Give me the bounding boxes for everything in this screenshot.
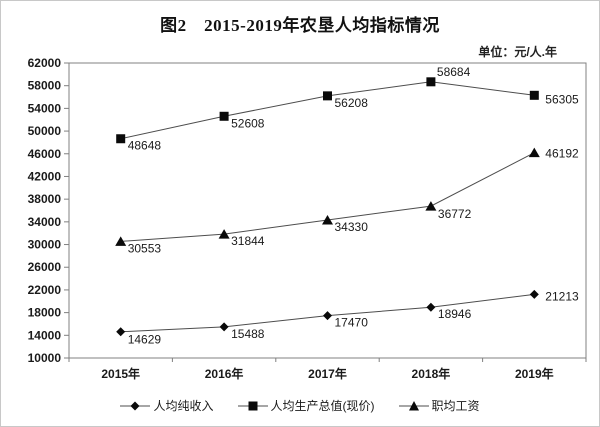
data-point-label: 21213 (545, 289, 579, 303)
legend-item-gdp: 人均生产总值(现价) (237, 397, 375, 414)
x-axis-label: 2018年 (412, 366, 451, 381)
unit-label: 单位：元/人.年 (478, 45, 557, 59)
data-point-label: 31844 (231, 234, 265, 248)
x-axis-label: 2016年 (205, 366, 244, 381)
y-axis-label: 54000 (28, 101, 62, 115)
y-axis-label: 46000 (28, 147, 62, 161)
data-point-diamond (529, 289, 539, 299)
data-point-square (323, 91, 332, 101)
data-point-label: 34330 (335, 220, 369, 234)
data-point-label: 46192 (545, 147, 579, 161)
data-point-triangle (322, 214, 333, 225)
y-axis-label: 42000 (28, 169, 62, 183)
data-point-label: 58684 (437, 65, 471, 79)
data-point-square (116, 134, 126, 144)
data-point-label: 52608 (231, 116, 265, 130)
y-axis-label: 50000 (28, 124, 62, 138)
y-axis-label: 22000 (28, 283, 62, 297)
x-axis-label: 2017年 (308, 366, 347, 381)
data-point-label: 56208 (335, 96, 369, 110)
data-point-diamond (426, 302, 436, 312)
x-axis-label: 2019年 (515, 366, 554, 381)
data-point-diamond (219, 322, 229, 332)
legend-item-wage: 职均工资 (398, 397, 480, 414)
data-point-label: 36772 (438, 207, 472, 221)
data-point-diamond (323, 311, 332, 321)
data-point-triangle (528, 147, 540, 158)
y-axis-label: 14000 (28, 328, 62, 342)
chart-title: 图2 2015-2019年农垦人均指标情况 (160, 16, 440, 35)
data-point-diamond (116, 327, 126, 337)
y-axis-label: 62000 (28, 56, 62, 70)
legend-label-net-income: 人均纯收入 (153, 399, 214, 413)
data-point-label: 18946 (438, 307, 472, 321)
legend-square-icon (237, 401, 268, 410)
data-point-label: 48648 (128, 139, 162, 153)
data-point-square (426, 77, 436, 87)
y-axis-label: 18000 (28, 306, 62, 320)
legend-item-net-income: 人均纯收入 (120, 397, 214, 414)
y-axis-label: 58000 (28, 79, 62, 93)
data-point-label: 15488 (231, 327, 265, 341)
y-axis-label: 26000 (28, 260, 62, 274)
plot-svg: 10000 14000 18000 22000 26000 30000 34000 38000… (28, 56, 587, 381)
legend-label-gdp: 人均生产总值(现价) (270, 399, 375, 413)
data-point-label: 30553 (128, 241, 162, 255)
y-axis-label: 10000 (28, 351, 62, 365)
data-point-square (529, 90, 539, 100)
series-line-square (120, 81, 535, 140)
series-line-triangle (120, 152, 535, 242)
data-point-label: 14629 (128, 333, 162, 347)
plot-frame (68, 62, 587, 359)
legend-triangle-icon (398, 400, 429, 410)
y-axis-label: 38000 (28, 192, 62, 206)
data-point-triangle (425, 201, 437, 211)
y-axis-label: 30000 (28, 238, 62, 252)
legend-diamond-icon (120, 401, 151, 410)
y-axis-label: 34000 (28, 215, 62, 229)
legend: 人均纯收入 人均生产总值(现价) 职均工资 (1, 397, 599, 414)
data-point-label: 56305 (545, 92, 579, 106)
x-axis-label: 2015年 (101, 366, 140, 381)
legend-label-wage: 职均工资 (431, 399, 480, 413)
data-point-triangle (218, 229, 230, 239)
data-point-label: 17470 (335, 316, 369, 330)
data-point-square (219, 111, 229, 121)
data-point-triangle (115, 236, 127, 246)
